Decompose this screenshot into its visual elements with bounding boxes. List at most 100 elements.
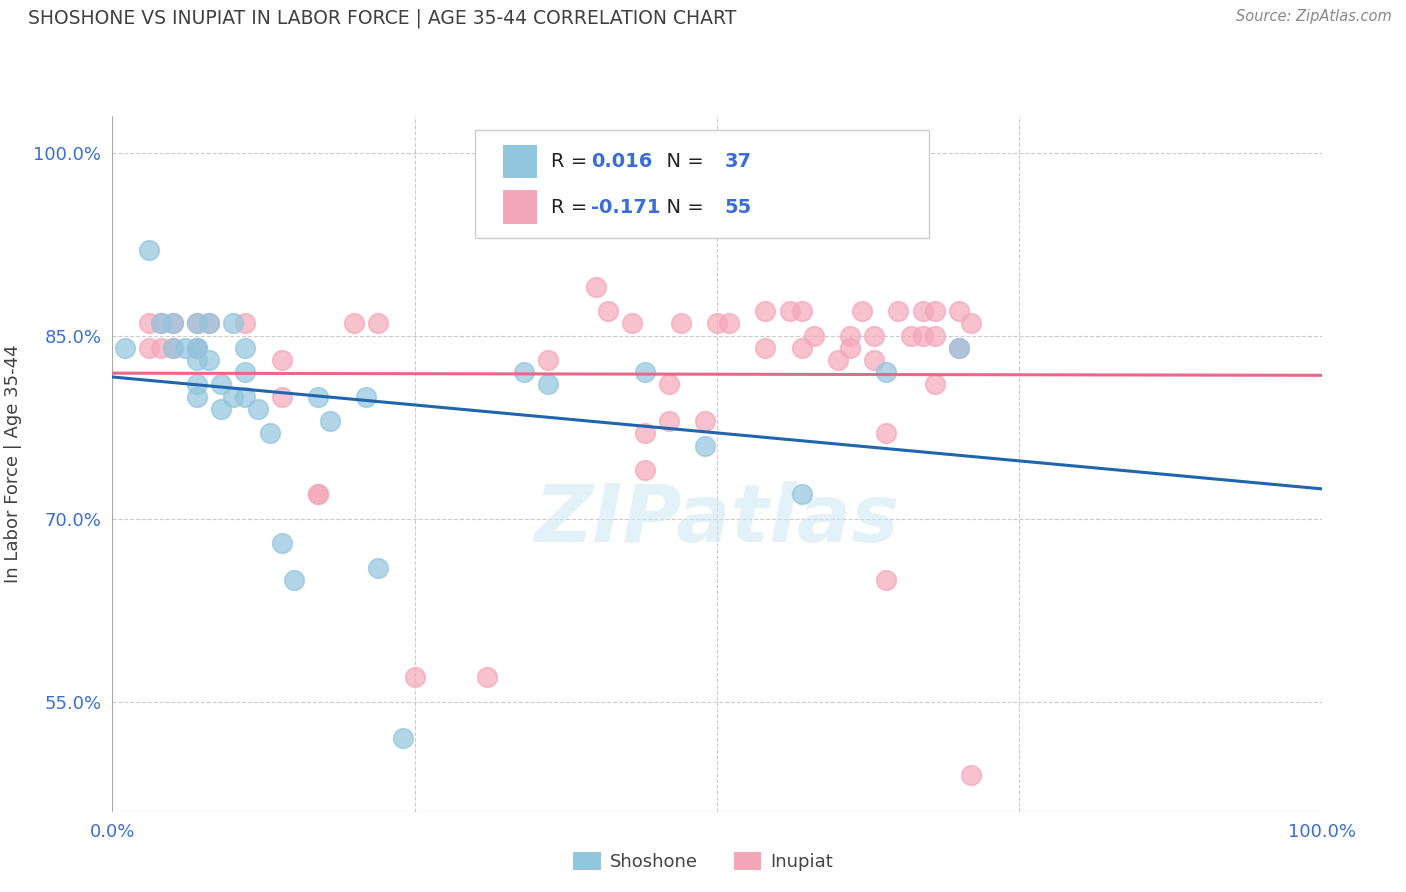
Point — [270, 390, 292, 404]
Point — [790, 487, 813, 501]
Point — [875, 573, 897, 587]
Point — [367, 560, 389, 574]
Point — [235, 341, 257, 355]
Point — [512, 365, 534, 379]
Point — [138, 341, 160, 355]
Point — [948, 304, 970, 318]
Y-axis label: In Labor Force | Age 35-44: In Labor Force | Age 35-44 — [4, 344, 22, 583]
Point — [754, 341, 776, 355]
FancyBboxPatch shape — [503, 145, 537, 178]
Point — [790, 341, 813, 355]
Point — [911, 328, 934, 343]
Text: R =: R = — [551, 153, 593, 171]
Point — [186, 341, 208, 355]
Point — [186, 317, 208, 331]
Point — [367, 317, 389, 331]
Point — [198, 317, 221, 331]
Point — [887, 304, 910, 318]
Point — [827, 353, 849, 368]
Point — [924, 377, 946, 392]
Point — [718, 317, 741, 331]
Point — [621, 317, 644, 331]
Point — [960, 768, 983, 782]
Point — [307, 390, 329, 404]
Point — [658, 414, 681, 428]
Text: Source: ZipAtlas.com: Source: ZipAtlas.com — [1236, 9, 1392, 24]
Point — [149, 317, 172, 331]
Point — [598, 304, 620, 318]
Point — [633, 426, 655, 441]
Point — [270, 536, 292, 550]
Point — [198, 353, 221, 368]
Point — [246, 401, 269, 416]
Point — [875, 426, 897, 441]
Point — [585, 280, 607, 294]
Point — [307, 487, 329, 501]
Point — [235, 317, 257, 331]
Point — [754, 304, 776, 318]
Point — [186, 341, 208, 355]
Point — [706, 317, 728, 331]
Point — [186, 341, 208, 355]
Point — [900, 328, 922, 343]
Point — [960, 317, 983, 331]
Point — [209, 401, 232, 416]
Point — [270, 353, 292, 368]
Point — [863, 328, 886, 343]
Point — [839, 341, 862, 355]
Text: N =: N = — [654, 197, 710, 217]
Point — [863, 353, 886, 368]
Text: 37: 37 — [724, 153, 751, 171]
Point — [658, 377, 681, 392]
Point — [693, 414, 716, 428]
Point — [693, 438, 716, 452]
Point — [174, 341, 197, 355]
Text: 55: 55 — [724, 197, 752, 217]
Point — [235, 390, 257, 404]
Point — [633, 365, 655, 379]
Point — [222, 390, 245, 404]
Point — [259, 426, 281, 441]
Point — [198, 317, 221, 331]
Point — [149, 341, 172, 355]
Point — [162, 341, 184, 355]
Point — [356, 390, 378, 404]
Text: R =: R = — [551, 197, 593, 217]
Point — [477, 670, 499, 684]
Point — [839, 328, 862, 343]
Point — [162, 341, 184, 355]
Point — [209, 377, 232, 392]
Point — [235, 365, 257, 379]
Point — [404, 670, 426, 684]
Text: N =: N = — [654, 153, 710, 171]
Point — [924, 304, 946, 318]
Point — [911, 304, 934, 318]
Point — [138, 317, 160, 331]
FancyBboxPatch shape — [475, 130, 929, 238]
Point — [803, 328, 825, 343]
Point — [537, 377, 560, 392]
Point — [669, 317, 692, 331]
Point — [162, 317, 184, 331]
Text: -0.171: -0.171 — [592, 197, 661, 217]
Text: ZIPatlas: ZIPatlas — [534, 481, 900, 558]
Text: SHOSHONE VS INUPIAT IN LABOR FORCE | AGE 35-44 CORRELATION CHART: SHOSHONE VS INUPIAT IN LABOR FORCE | AGE… — [28, 9, 737, 29]
Point — [186, 390, 208, 404]
Point — [186, 377, 208, 392]
Point — [307, 487, 329, 501]
Point — [138, 244, 160, 258]
Point — [875, 365, 897, 379]
Point — [319, 414, 342, 428]
Point — [283, 573, 305, 587]
FancyBboxPatch shape — [503, 190, 537, 224]
Point — [391, 731, 413, 746]
Point — [186, 353, 208, 368]
Point — [948, 341, 970, 355]
Point — [948, 341, 970, 355]
Point — [537, 353, 560, 368]
Point — [851, 304, 873, 318]
Legend: Shoshone, Inupiat: Shoshone, Inupiat — [567, 845, 839, 879]
Point — [149, 317, 172, 331]
Point — [162, 317, 184, 331]
Point — [779, 304, 801, 318]
